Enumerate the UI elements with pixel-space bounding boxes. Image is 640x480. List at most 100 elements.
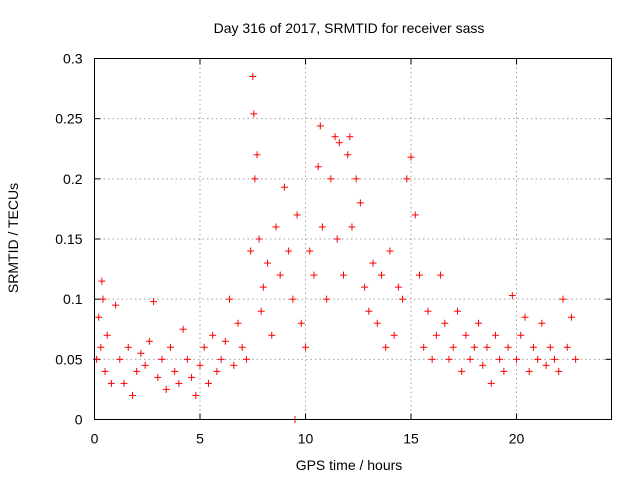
data-point	[487, 379, 495, 387]
data-point	[162, 385, 170, 393]
data-point	[306, 247, 314, 255]
data-point	[508, 292, 516, 300]
data-point	[192, 391, 200, 399]
x-axis-label: GPS time / hours	[296, 457, 403, 473]
data-point	[559, 295, 567, 303]
data-point	[238, 343, 246, 351]
data-point	[424, 307, 432, 315]
data-point	[183, 355, 191, 363]
data-point	[268, 331, 276, 339]
data-point	[344, 151, 352, 159]
data-point	[302, 343, 310, 351]
data-point	[150, 298, 158, 306]
data-point	[352, 175, 360, 183]
data-point	[95, 313, 103, 321]
data-point	[529, 343, 537, 351]
y-tick-label: 0.25	[55, 111, 82, 127]
data-point	[361, 283, 369, 291]
data-point	[280, 183, 288, 191]
data-point	[234, 319, 242, 327]
data-point	[441, 319, 449, 327]
data-point	[314, 163, 322, 171]
data-point	[112, 301, 120, 309]
data-point	[453, 307, 461, 315]
data-point	[449, 343, 457, 351]
data-point	[196, 361, 204, 369]
data-point	[318, 223, 326, 231]
y-tick-label: 0.2	[63, 171, 83, 187]
data-point	[250, 110, 258, 118]
chart-title: Day 316 of 2017, SRMTID for receiver sas…	[214, 20, 485, 36]
data-point	[188, 373, 196, 381]
data-point	[242, 355, 250, 363]
data-point	[437, 271, 445, 279]
data-point	[272, 223, 280, 231]
data-point	[158, 355, 166, 363]
data-point	[209, 331, 217, 339]
data-point	[249, 73, 257, 81]
data-point	[496, 355, 504, 363]
axis-ticks: 0 0.05 0.1 0.15 0.2 0.25 0.3 0 5 10 15 20	[55, 51, 612, 447]
data-point	[458, 367, 466, 375]
data-point	[399, 295, 407, 303]
data-point	[462, 331, 470, 339]
data-point	[171, 367, 179, 375]
data-point	[333, 235, 341, 243]
data-point	[276, 271, 284, 279]
data-point	[346, 133, 354, 141]
data-point	[356, 199, 364, 207]
data-point	[98, 277, 106, 285]
y-tick-label: 0.1	[63, 291, 83, 307]
data-point	[403, 175, 411, 183]
data-point	[415, 271, 423, 279]
data-point	[116, 355, 124, 363]
data-point	[107, 379, 115, 387]
data-point	[525, 367, 533, 375]
data-point	[567, 313, 575, 321]
data-point	[133, 367, 141, 375]
data-point	[331, 133, 339, 141]
data-point	[475, 319, 483, 327]
data-point	[394, 283, 402, 291]
data-point	[145, 337, 153, 345]
data-point	[551, 355, 559, 363]
data-point	[500, 367, 508, 375]
data-point	[316, 122, 324, 130]
plot-frame	[94, 58, 612, 420]
y-axis-label: SRMTID / TECUs	[5, 183, 21, 293]
data-point	[390, 331, 398, 339]
x-tick-label: 15	[403, 431, 419, 447]
data-point	[289, 295, 297, 303]
y-tick-label: 0.15	[55, 231, 82, 247]
data-point	[323, 295, 331, 303]
data-point	[373, 319, 381, 327]
data-point	[253, 151, 261, 159]
data-point	[226, 295, 234, 303]
data-point	[386, 247, 394, 255]
data-point	[141, 361, 149, 369]
y-tick-label: 0.3	[63, 51, 83, 67]
data-point	[445, 355, 453, 363]
grid-lines	[94, 58, 612, 420]
data-point	[483, 343, 491, 351]
data-point	[470, 343, 478, 351]
data-point	[179, 325, 187, 333]
data-point	[217, 355, 225, 363]
data-points	[93, 73, 580, 423]
data-point	[466, 355, 474, 363]
data-point	[521, 313, 529, 321]
data-point	[340, 271, 348, 279]
data-point	[428, 355, 436, 363]
data-point	[411, 211, 419, 219]
y-tick-label: 0.05	[55, 351, 82, 367]
data-point	[293, 211, 301, 219]
data-point	[365, 307, 373, 315]
data-point	[255, 235, 263, 243]
data-point	[563, 343, 571, 351]
data-point	[259, 283, 267, 291]
data-point	[407, 153, 415, 161]
data-point	[513, 355, 521, 363]
data-point	[504, 343, 512, 351]
data-point	[213, 367, 221, 375]
data-point	[297, 319, 305, 327]
